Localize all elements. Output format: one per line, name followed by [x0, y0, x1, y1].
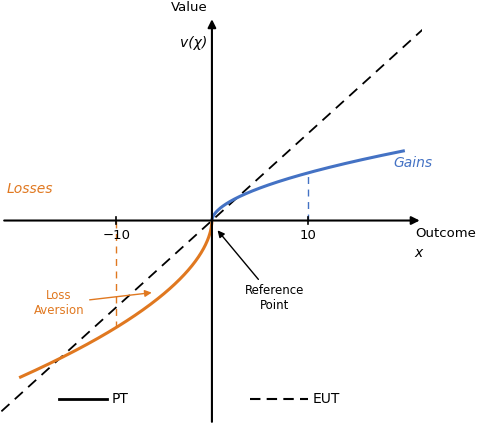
Text: 10: 10: [299, 230, 316, 242]
Text: x: x: [415, 246, 423, 260]
Text: Gains: Gains: [394, 156, 433, 170]
Text: Outcome: Outcome: [415, 227, 476, 240]
Text: Losses: Losses: [6, 181, 53, 196]
Text: −10: −10: [102, 230, 130, 242]
Text: Loss
Aversion: Loss Aversion: [33, 289, 150, 317]
Text: EUT: EUT: [313, 392, 340, 406]
Text: PT: PT: [111, 392, 128, 406]
Text: Reference
Point: Reference Point: [218, 231, 304, 312]
Text: Value: Value: [170, 1, 207, 14]
Text: v(χ): v(χ): [180, 36, 207, 49]
